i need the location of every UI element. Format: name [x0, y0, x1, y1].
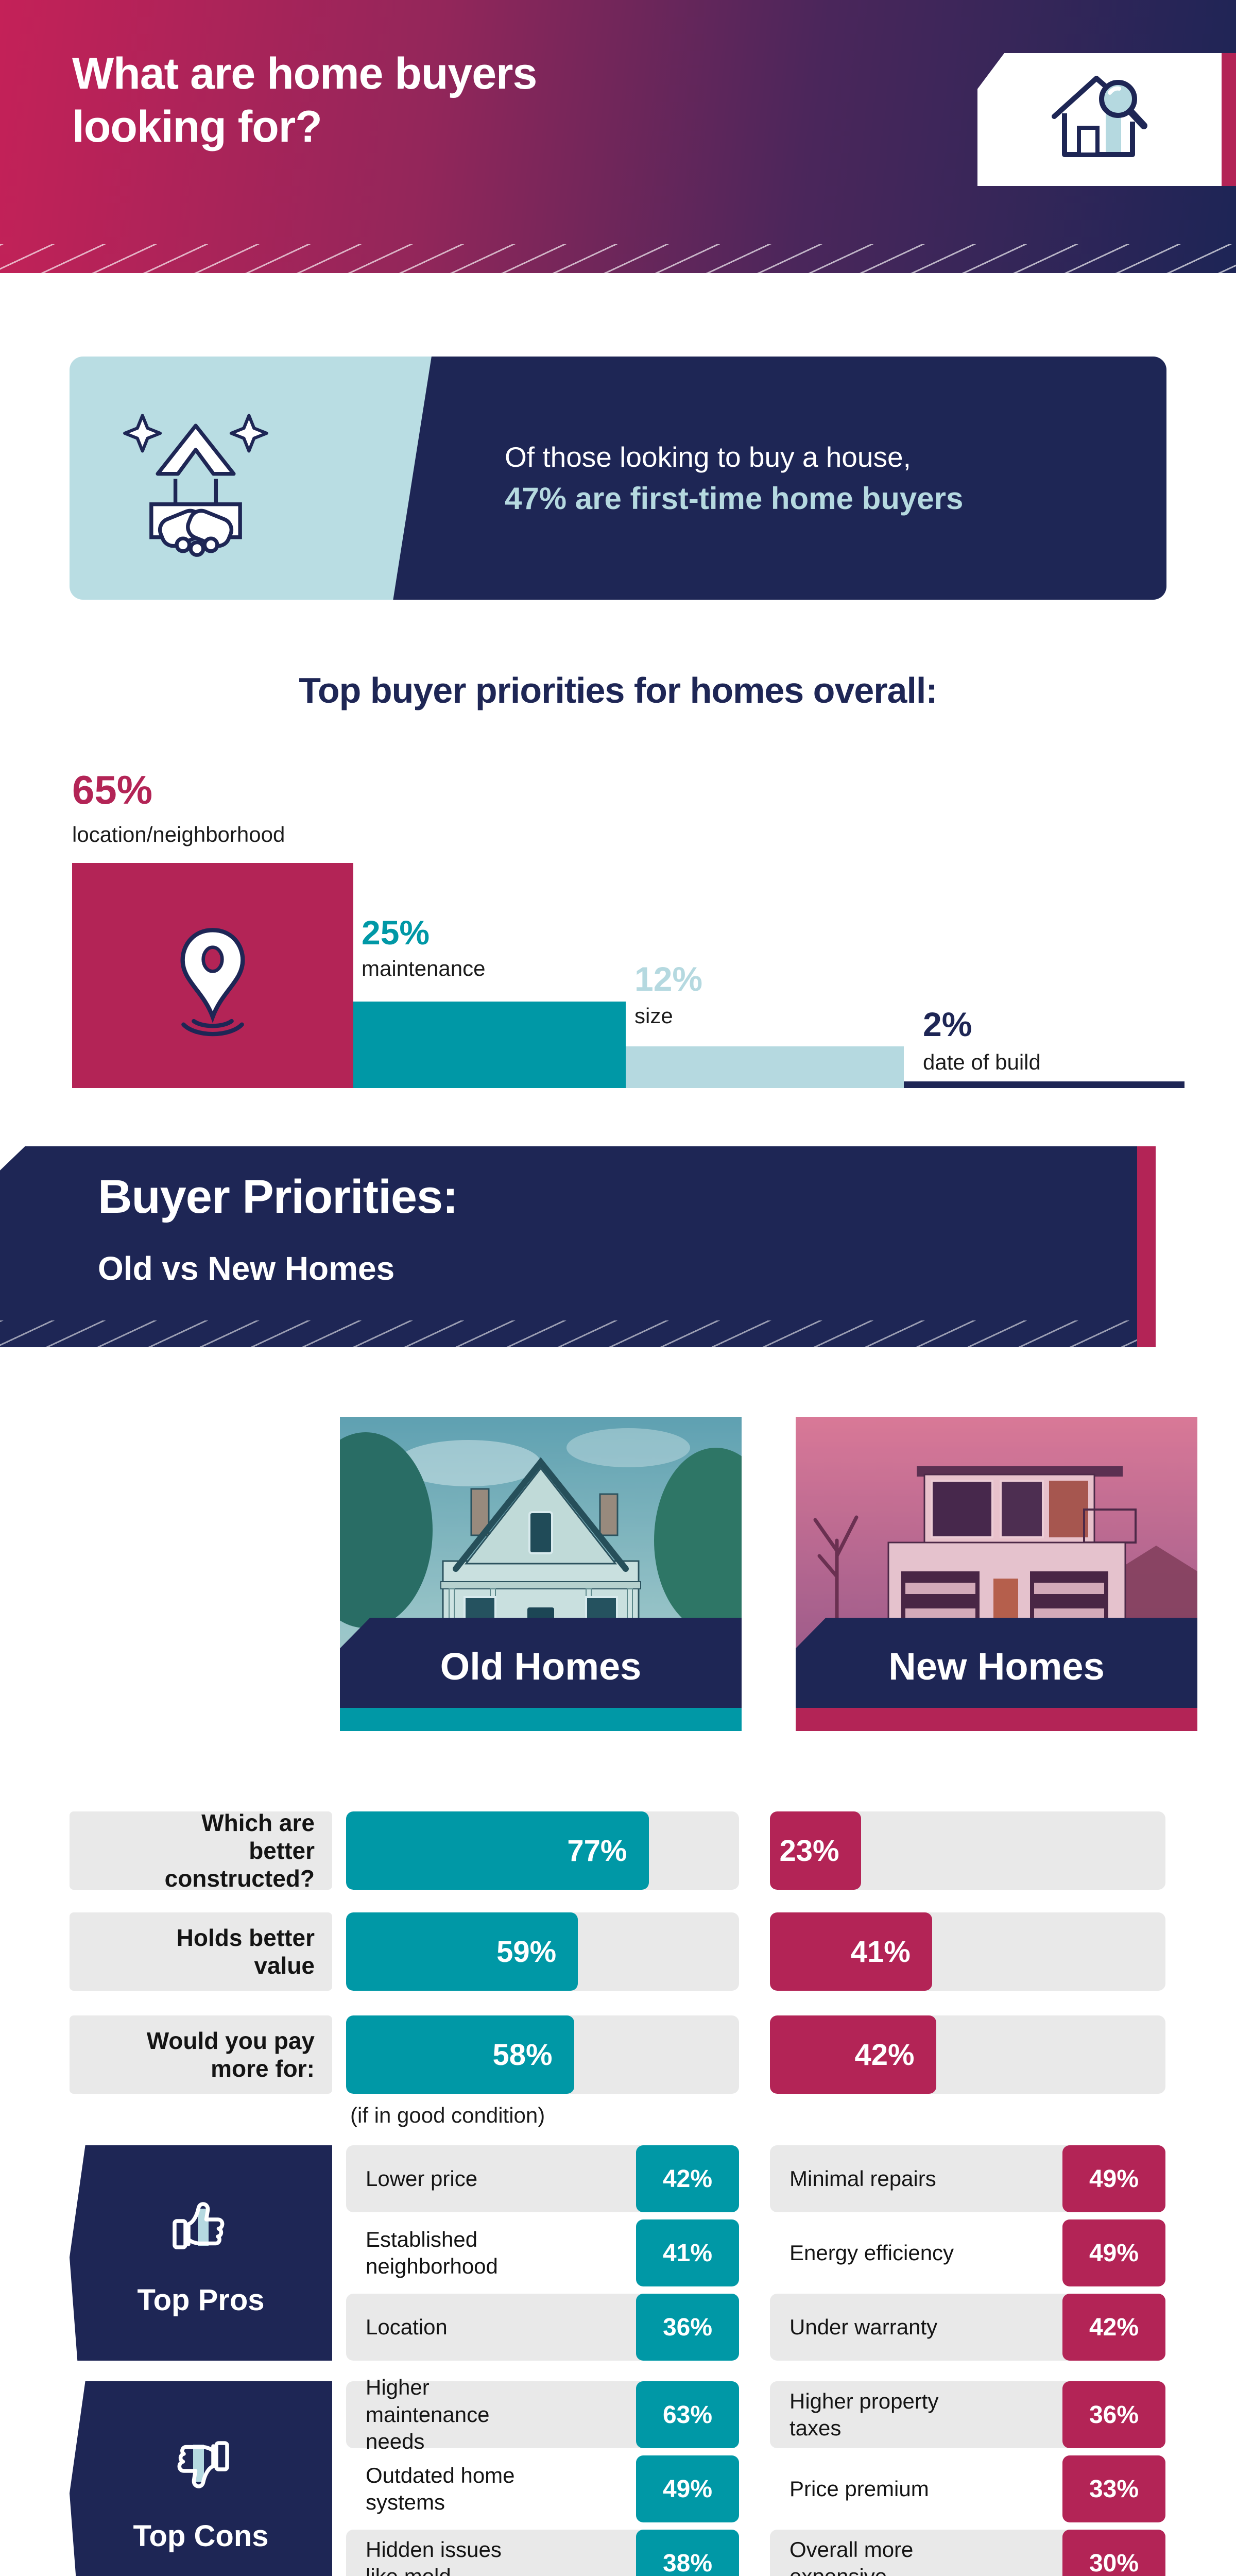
intro-line1: Of those looking to buy a house, [505, 440, 911, 473]
new-bar-value-pay-more: 42% [854, 2038, 915, 2072]
priority-bar-size [626, 1046, 904, 1088]
new-bar-track-constructed: 23% [770, 1811, 1165, 1890]
condition-note: (if in good condition) [350, 2103, 545, 2127]
pros-old-row-lower-price: Lower price 42% [346, 2145, 739, 2212]
pros-new-value-energy: 49% [1062, 2219, 1165, 2286]
priority-pct-date-of-build: 2% [923, 1005, 972, 1043]
vs-accent-strip [1137, 1146, 1156, 1347]
new-bar-fill-constructed: 23% [770, 1811, 861, 1890]
pros-old-row-neighborhood: Established neighborhood 41% [346, 2219, 739, 2286]
top-pros-ribbon: Top Pros [70, 2145, 332, 2361]
pros-new-row-warranty: Under warranty 42% [770, 2294, 1165, 2361]
old-bar-value-constructed: 77% [567, 1834, 627, 1868]
cons-new-value-expensive: 30% [1062, 2530, 1165, 2576]
priority-pct-maintenance: 25% [362, 913, 430, 952]
priority-label-size: size [634, 1004, 673, 1028]
new-homes-accent-strip [796, 1708, 1197, 1731]
house-magnifier-icon [1052, 76, 1147, 157]
top-cons-ribbon: Top Cons [70, 2381, 332, 2576]
pros-new-row-minimal-repairs: Minimal repairs 49% [770, 2145, 1165, 2212]
pros-old-value-neighborhood: 41% [636, 2219, 739, 2286]
old-homes-accent-strip [340, 1708, 742, 1731]
priority-pct-size: 12% [634, 960, 703, 998]
header-icon-box [977, 53, 1222, 186]
pros-old-value-location: 36% [636, 2294, 739, 2361]
location-pin-icon [161, 913, 264, 1070]
handshake-house-icon [116, 398, 276, 565]
cons-new-row-taxes: Higher property taxes 36% [770, 2381, 1165, 2448]
top-cons-title: Top Cons [133, 2519, 269, 2553]
pros-new-value-minimal-repairs: 49% [1062, 2145, 1165, 2212]
pros-new-row-energy: Energy efficiency 49% [770, 2219, 1165, 2286]
cons-old-value-systems: 49% [636, 2455, 739, 2522]
priority-label-date-of-build: date of build [923, 1050, 1041, 1074]
priority-bar-maintenance [353, 1002, 626, 1088]
priority-label-location: location/neighborhood [72, 822, 285, 846]
pros-new-value-warranty: 42% [1062, 2294, 1165, 2361]
page-title-line1: What are home buyers [72, 49, 537, 98]
vs-section-banner: Buyer Priorities: Old vs New Homes [0, 1146, 1137, 1347]
old-bar-track-constructed: 77% [346, 1811, 739, 1890]
new-homes-card: New Homes [796, 1417, 1197, 1731]
new-homes-label: New Homes [888, 1645, 1105, 1688]
cons-new-value-premium: 33% [1062, 2455, 1165, 2522]
vs-subtitle: Old vs New Homes [98, 1250, 395, 1287]
pros-old-value-lower-price: 42% [636, 2145, 739, 2212]
intro-line2-stat: 47% are first-time home buyers [505, 481, 964, 516]
priorities-bar-chart [72, 863, 1184, 1088]
intro-banner-text: Of those looking to buy a house, 47% are… [505, 357, 963, 600]
cons-new-row-premium: Price premium 33% [770, 2455, 1165, 2522]
new-bar-track-pay-more: 42% [770, 2015, 1165, 2094]
new-bar-fill-value: 41% [770, 1912, 932, 1991]
old-bar-track-value: 59% [346, 1912, 739, 1991]
intro-banner: Of those looking to buy a house, 47% are… [70, 357, 1166, 600]
thumbs-down-icon [177, 2441, 229, 2488]
new-bar-value-constructed: 23% [779, 1834, 839, 1868]
priorities-heading: Top buyer priorities for homes overall: [299, 670, 937, 710]
old-bar-value-pay-more: 58% [492, 2038, 553, 2072]
cons-new-value-taxes: 36% [1062, 2381, 1165, 2448]
cons-old-row-maintenance: Higher maintenance needs 63% [346, 2375, 739, 2453]
new-bar-value-value: 41% [850, 1935, 911, 1969]
pros-old-row-location: Location 36% [346, 2294, 739, 2361]
comparison-label-value: Holds better value [70, 1912, 332, 1991]
top-pros-title: Top Pros [137, 2283, 265, 2317]
old-homes-label-band: Old Homes [340, 1618, 742, 1708]
cons-new-row-expensive: Overall more expensive 30% [770, 2530, 1165, 2576]
header-accent-strip [1222, 53, 1236, 186]
old-homes-label: Old Homes [440, 1645, 642, 1688]
old-bar-value-value: 59% [496, 1935, 557, 1969]
comparison-label-pay-more: Would you pay more for: [70, 2015, 332, 2094]
old-bar-fill-constructed: 77% [346, 1811, 649, 1890]
priority-label-maintenance: maintenance [362, 956, 486, 980]
cons-old-row-mold: Hidden issues like mold 38% [346, 2530, 739, 2576]
old-homes-card: Old Homes [340, 1417, 742, 1731]
page-title: What are home buyers looking for? [72, 47, 537, 154]
page-title-line2: looking for? [72, 102, 322, 152]
old-bar-fill-value: 59% [346, 1912, 578, 1991]
new-bar-track-value: 41% [770, 1912, 1165, 1991]
priority-bar-location [72, 863, 353, 1088]
priority-bar-date-of-build [904, 1081, 1184, 1088]
thumbs-up-icon [173, 2201, 225, 2249]
cons-old-value-mold: 38% [636, 2530, 739, 2576]
new-bar-fill-pay-more: 42% [770, 2015, 936, 2094]
cons-old-value-maintenance: 63% [636, 2381, 739, 2448]
intro-banner-navy-panel [393, 357, 1166, 600]
priority-pct-location: 65% [72, 767, 153, 812]
comparison-label-constructed: Which are better constructed? [70, 1809, 332, 1892]
cons-old-row-systems: Outdated home systems 49% [346, 2455, 739, 2522]
vs-title: Buyer Priorities: [98, 1171, 458, 1223]
old-bar-track-pay-more: 58% [346, 2015, 739, 2094]
old-bar-fill-pay-more: 58% [346, 2015, 574, 2094]
new-homes-label-band: New Homes [796, 1618, 1197, 1708]
